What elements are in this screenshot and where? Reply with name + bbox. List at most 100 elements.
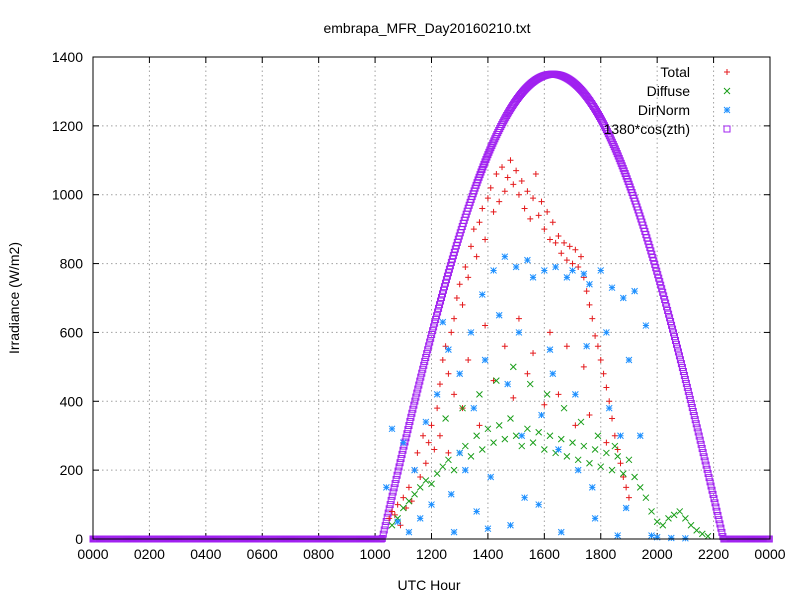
clear-sky-point: [608, 138, 616, 146]
dirnorm-point: [447, 490, 455, 498]
total-point: [603, 384, 610, 391]
x-tick-label: 0600: [247, 546, 278, 562]
clear-sky-point: [428, 330, 436, 338]
dirnorm-point: [608, 284, 616, 292]
clear-sky-point: [689, 408, 697, 416]
clear-sky-point: [390, 484, 398, 492]
clear-sky-point: [660, 292, 668, 300]
clear-sky-point: [715, 516, 723, 524]
dirnorm-point: [481, 356, 489, 364]
legend-marker: [723, 106, 731, 114]
total-point: [614, 446, 621, 453]
total-point: [462, 264, 469, 271]
clear-sky-point: [402, 434, 410, 442]
total-point: [479, 205, 486, 212]
total-point: [563, 257, 570, 264]
dirnorm-point: [507, 521, 514, 529]
total-point: [594, 343, 601, 350]
x-tick-label: 1000: [360, 546, 391, 562]
total-point: [459, 301, 466, 308]
dirnorm-point: [648, 532, 655, 539]
clear-sky-point: [404, 426, 412, 434]
clear-sky-point: [485, 148, 493, 156]
clear-sky-point: [483, 153, 491, 161]
dirnorm-point: [428, 501, 435, 508]
total-point: [501, 343, 508, 350]
diffuse-point: [411, 490, 418, 498]
clear-sky-point: [429, 327, 437, 335]
dirnorm-point: [552, 263, 559, 271]
diffuse-point: [704, 532, 712, 540]
clear-sky-point: [702, 461, 710, 469]
clear-sky-point: [439, 290, 447, 298]
clear-sky-point: [439, 286, 447, 294]
diffuse-point: [467, 453, 475, 460]
clear-sky-point: [610, 143, 618, 151]
clear-sky-point: [687, 399, 695, 407]
total-point: [445, 370, 452, 377]
total-point: [541, 401, 548, 408]
diffuse-point: [422, 477, 430, 484]
diffuse-point: [642, 494, 650, 502]
clear-sky-point: [695, 432, 703, 440]
dirnorm-point: [619, 294, 627, 302]
clear-sky-point: [694, 428, 702, 436]
total-point: [408, 498, 415, 505]
dirnorm-point: [456, 449, 464, 457]
clear-sky-point: [714, 511, 722, 519]
diffuse-point: [659, 521, 667, 529]
diffuse-point: [648, 508, 655, 515]
dirnorm-point: [445, 346, 452, 353]
diffuse-point: [611, 442, 619, 450]
clear-sky-point: [386, 501, 394, 509]
clear-sky-point: [434, 308, 442, 316]
total-point: [400, 494, 407, 501]
diffuse-point: [526, 380, 534, 388]
dirnorm-point: [546, 346, 554, 353]
dirnorm-point: [569, 267, 576, 274]
clear-sky-point: [661, 296, 669, 304]
diffuse-point: [580, 442, 588, 450]
clear-sky-point: [380, 526, 388, 534]
y-axis-label: Irradiance (W/m2): [6, 242, 22, 354]
clear-sky-point: [613, 150, 621, 158]
clear-sky-point: [704, 469, 712, 477]
total-point: [597, 356, 604, 363]
dirnorm-point: [467, 329, 475, 336]
total-point: [501, 188, 508, 195]
x-tick-label: 2000: [642, 546, 673, 562]
total-point: [625, 494, 632, 501]
dirnorm-point: [524, 256, 531, 264]
clear-sky-point: [607, 136, 615, 144]
total-point: [439, 356, 446, 363]
diffuse-point: [490, 439, 497, 446]
y-tick-label: 1000: [52, 187, 83, 203]
total-point: [569, 260, 576, 267]
total-point: [623, 484, 630, 491]
dirnorm-point: [405, 528, 413, 536]
total-point: [538, 198, 545, 205]
clear-sky-point: [441, 279, 449, 287]
dirnorm-point: [484, 525, 492, 533]
clear-sky-point: [431, 319, 439, 327]
total-point: [589, 315, 596, 322]
diffuse-point: [529, 439, 537, 446]
dirnorm-point: [461, 466, 469, 474]
dirnorm-point: [478, 291, 486, 298]
clear-sky-point: [718, 528, 726, 536]
diffuse-point: [636, 484, 644, 491]
clear-sky-point: [686, 395, 694, 403]
diffuse-point: [631, 473, 638, 481]
clear-sky-point: [398, 450, 406, 458]
clear-sky-point: [675, 352, 683, 360]
total-point: [527, 215, 534, 222]
clear-sky-point: [688, 403, 696, 411]
clear-sky-point: [487, 144, 495, 152]
dirnorm-point: [642, 322, 650, 329]
total-point: [609, 415, 616, 422]
clear-sky-point: [672, 336, 680, 344]
y-tick-label: 800: [60, 256, 84, 272]
total-point: [442, 343, 449, 350]
diffuse-point: [597, 463, 605, 471]
